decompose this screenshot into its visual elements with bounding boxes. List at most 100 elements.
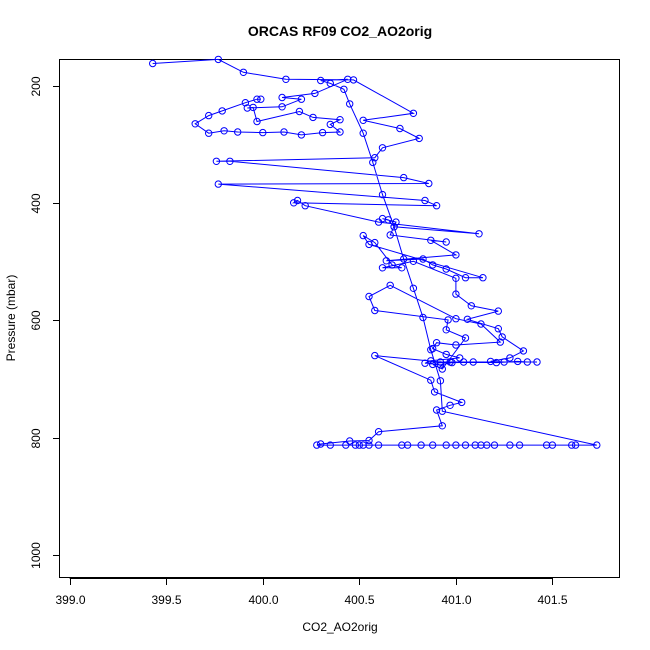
data-point [506, 441, 514, 449]
data-point [301, 202, 309, 210]
data-point [430, 388, 439, 396]
data-point [355, 441, 363, 449]
data-point [568, 441, 576, 449]
data-point [214, 55, 223, 64]
data-point [417, 441, 425, 449]
data-point [326, 120, 334, 129]
data-point [378, 190, 387, 199]
data-point [257, 95, 265, 103]
data-point [282, 75, 290, 84]
data-point [259, 128, 267, 137]
data-point [390, 223, 398, 231]
data-point [400, 255, 408, 263]
data-point [226, 157, 234, 166]
data-point [359, 116, 367, 125]
data-point [429, 261, 437, 269]
data-point [220, 127, 228, 135]
data-point [409, 257, 418, 265]
data-point [446, 401, 454, 409]
data-point [471, 441, 479, 449]
data-point [459, 358, 468, 366]
x-tick-label: 399.0 [55, 593, 85, 607]
x-tick-label: 401.0 [441, 593, 471, 607]
data-point [378, 214, 387, 223]
data-point [191, 120, 199, 128]
data-point [371, 351, 379, 360]
data-point [290, 199, 298, 207]
data-point [452, 341, 460, 349]
data-point [436, 361, 445, 369]
data-point [432, 339, 441, 347]
data-point [483, 441, 491, 449]
data-point [388, 261, 396, 269]
data-point [444, 316, 452, 324]
data-point [378, 144, 387, 152]
data-point [515, 441, 524, 449]
data-point [371, 238, 379, 247]
data-point [293, 196, 302, 205]
data-point [429, 360, 437, 369]
data-point [506, 354, 514, 362]
data-point [514, 357, 522, 366]
series-line [152, 58, 597, 446]
data-point [442, 265, 450, 273]
data-point [205, 129, 213, 137]
data-point [371, 306, 379, 315]
data-point [469, 358, 477, 366]
data-point [421, 196, 429, 205]
data-point [212, 157, 221, 166]
data-point [253, 117, 261, 126]
data-point [429, 441, 437, 449]
data-point [326, 79, 334, 88]
data-point [429, 344, 437, 353]
series-layer [149, 55, 601, 449]
data-point [243, 104, 252, 112]
data-point [369, 158, 377, 167]
data-point [374, 428, 383, 436]
data-point [490, 441, 499, 449]
y-tick-label: 1000 [29, 542, 43, 569]
data-point [313, 441, 321, 449]
data-point [458, 398, 466, 407]
data-point [475, 230, 483, 238]
data-point [494, 325, 502, 333]
y-tick-label: 800 [29, 428, 43, 448]
data-point [461, 274, 470, 282]
data-point [346, 437, 354, 445]
data-point [403, 441, 412, 449]
data-point [344, 75, 352, 84]
x-tick-label: 401.5 [537, 593, 567, 607]
y-tick-label: 200 [29, 76, 43, 96]
data-point [365, 436, 373, 445]
data-point [593, 441, 601, 449]
data-point [396, 124, 404, 133]
data-point [346, 100, 354, 108]
data-point [317, 440, 325, 448]
data-point [278, 103, 286, 111]
data-point [436, 358, 445, 366]
chart-title: ORCAS RF09 CO2_AO2orig [248, 23, 432, 39]
data-point [371, 154, 379, 162]
data-point [409, 109, 418, 118]
data-point [398, 264, 406, 272]
data-point [467, 302, 475, 310]
data-point [452, 274, 460, 282]
data-point [548, 441, 557, 449]
data-point [386, 281, 394, 289]
data-point [432, 406, 441, 414]
data-point [432, 202, 441, 210]
data-point [234, 128, 242, 136]
data-point [419, 313, 427, 322]
data-point [214, 180, 223, 188]
data-point [309, 113, 317, 122]
data-point [442, 326, 450, 334]
data-point [438, 365, 446, 373]
data-point [446, 358, 454, 366]
data-point [494, 307, 502, 315]
data-point [340, 85, 348, 94]
data-point [326, 441, 334, 449]
data-point [336, 116, 344, 124]
data-point [533, 358, 541, 366]
data-point [336, 128, 344, 136]
